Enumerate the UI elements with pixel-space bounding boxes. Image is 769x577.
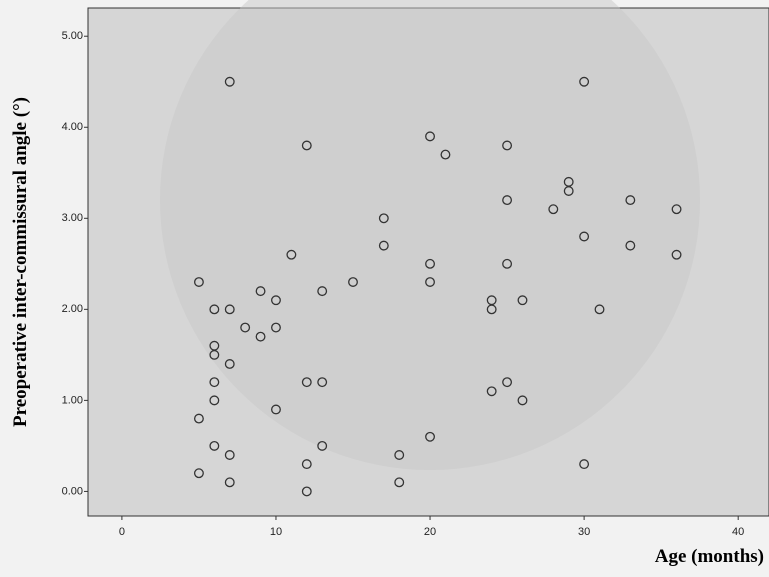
x-tick-label: 20 xyxy=(424,526,436,538)
y-tick-label: 4.00 xyxy=(62,121,83,133)
y-tick-label: 1.00 xyxy=(62,394,83,406)
x-tick-label: 30 xyxy=(578,526,590,538)
y-axis-title: Preoperative inter-commissural angle (°) xyxy=(10,97,31,427)
x-tick-label: 40 xyxy=(732,526,744,538)
page: Age (months) Preoperative inter-commissu… xyxy=(0,0,769,577)
y-tick-label: 3.00 xyxy=(62,212,83,224)
chart: Age (months) Preoperative inter-commissu… xyxy=(0,0,769,577)
x-tick-label: 10 xyxy=(270,526,282,538)
x-tick-label: 0 xyxy=(119,526,125,538)
y-tick-label: 2.00 xyxy=(62,303,83,315)
y-tick-label: 0.00 xyxy=(62,485,83,497)
y-tick-label: 5.00 xyxy=(62,30,83,42)
x-axis-title: Age (months) xyxy=(655,546,764,567)
